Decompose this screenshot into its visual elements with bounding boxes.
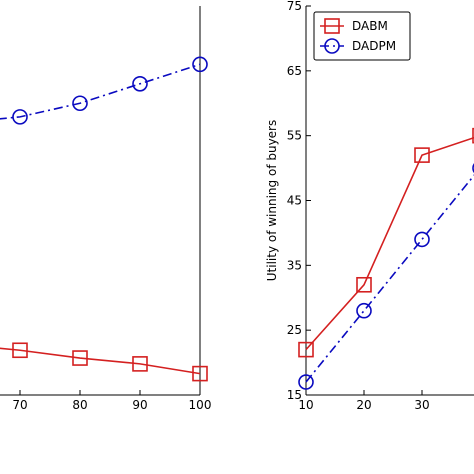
data-point bbox=[12, 342, 28, 359]
legend-marker bbox=[324, 38, 340, 54]
series-line bbox=[305, 174, 474, 383]
series-dadpm bbox=[298, 163, 474, 390]
y-tick-label: 65 bbox=[287, 64, 302, 78]
legend-marker bbox=[324, 18, 340, 34]
series-line bbox=[305, 136, 474, 351]
plot-area bbox=[0, 56, 208, 382]
plot-area bbox=[298, 127, 474, 390]
y-tick-label: 75 bbox=[287, 0, 302, 13]
x-tick-label: 70 bbox=[12, 398, 27, 412]
series-line bbox=[0, 63, 201, 120]
x-tick-label: 80 bbox=[72, 398, 87, 412]
series-1 bbox=[0, 342, 208, 382]
data-point bbox=[72, 95, 88, 112]
data-point bbox=[414, 147, 430, 163]
data-point bbox=[298, 374, 314, 390]
right-chart-panel: 10 20 30 15 25 35 45 55 65 75 Utility of winning o… bbox=[265, 0, 474, 412]
left-chart-panel: 70 80 90 100 bbox=[0, 6, 211, 412]
y-tick-label: 15 bbox=[287, 388, 302, 402]
data-point bbox=[12, 109, 28, 125]
legend-label: DABM bbox=[352, 19, 388, 33]
data-point bbox=[192, 365, 208, 382]
x-tick-label: 30 bbox=[414, 398, 429, 412]
data-point bbox=[356, 302, 372, 319]
y-tick-label: 45 bbox=[287, 194, 302, 208]
data-point bbox=[356, 276, 372, 293]
data-point bbox=[414, 231, 430, 248]
data-point bbox=[472, 127, 474, 144]
y-axis-label: Utility of winning of buyers bbox=[265, 120, 279, 282]
axes-frame bbox=[0, 6, 201, 396]
legend-label: DADPM bbox=[352, 39, 396, 53]
data-point bbox=[132, 356, 148, 372]
series-line bbox=[0, 347, 201, 375]
series-dabm bbox=[298, 127, 474, 358]
series-0 bbox=[0, 56, 208, 125]
data-point bbox=[192, 56, 208, 73]
x-tick-label: 20 bbox=[356, 398, 371, 412]
data-point bbox=[298, 341, 314, 358]
data-point bbox=[132, 76, 148, 92]
x-tick-label: 10 bbox=[298, 398, 313, 412]
x-tick-label: 100 bbox=[189, 398, 212, 412]
data-point bbox=[472, 163, 474, 174]
y-tick-label: 25 bbox=[287, 323, 302, 337]
y-tick-label: 55 bbox=[287, 129, 302, 143]
x-tick-label: 90 bbox=[132, 398, 147, 412]
axes-frame bbox=[305, 6, 474, 396]
legend: DABM DADPM bbox=[313, 11, 411, 61]
y-tick-label: 35 bbox=[287, 258, 302, 272]
data-point bbox=[72, 350, 88, 366]
